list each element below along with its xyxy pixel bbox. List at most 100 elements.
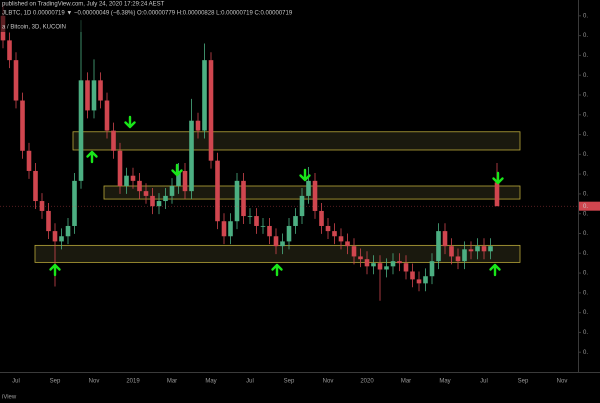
- x-tick-label: Sep: [518, 379, 529, 385]
- candle-body: [221, 221, 227, 237]
- x-tick-label: Nov: [323, 379, 334, 385]
- x-tick-label: May: [439, 379, 450, 385]
- quote-text: JLBTC, 1D 0.00000719 ▼ −0.00000049 (−6.3…: [2, 11, 293, 17]
- y-tick-label: 0.: [583, 93, 588, 99]
- candle-body: [267, 225, 272, 237]
- candle-body: [371, 263, 376, 267]
- y-tick-label: 0.: [583, 152, 588, 158]
- y-tick-label: 0.: [583, 73, 588, 79]
- candle-body: [7, 40, 12, 61]
- last-price-label: 0.: [583, 204, 588, 210]
- candle-body: [286, 225, 292, 242]
- candle-body: [488, 246, 493, 252]
- candle-body: [195, 120, 201, 131]
- candle-body: [26, 150, 32, 171]
- zone: [103, 185, 521, 200]
- candle-body: [436, 231, 441, 262]
- y-tick-label: 0.: [583, 330, 588, 336]
- arrow: [124, 115, 136, 129]
- y-tick-label: 0.: [583, 33, 588, 39]
- candle-body: [442, 231, 448, 247]
- symbol-text: a / Bitcoin, 3D, KUCOIN: [2, 25, 66, 31]
- candle-body: [241, 180, 246, 217]
- x-tick-label: May: [205, 379, 216, 385]
- candle-body: [111, 130, 116, 151]
- y-tick-label: 0.: [583, 231, 588, 237]
- candle-body: [377, 263, 383, 270]
- candle-body: [156, 201, 162, 207]
- candles: [0, 3, 500, 301]
- candle-body: [280, 241, 285, 247]
- candle-body: [189, 120, 194, 192]
- x-tick-label: 2019: [126, 379, 140, 385]
- arrows: [49, 115, 504, 277]
- candle-body: [117, 150, 123, 186]
- candle-body: [130, 175, 136, 181]
- candle-body: [137, 180, 142, 192]
- y-tick-label: 0.: [583, 191, 588, 197]
- last-price-box: [579, 201, 600, 211]
- candle-body: [143, 191, 149, 196]
- candle-body: [449, 246, 454, 257]
- candle-body: [260, 225, 266, 227]
- arrow: [492, 171, 504, 185]
- candle-body: [384, 266, 389, 270]
- candle-body: [169, 186, 175, 196]
- candle-body: [20, 100, 25, 151]
- y-tick-label: 0.: [583, 290, 588, 296]
- candle-body: [397, 261, 402, 264]
- candle-body: [416, 279, 422, 284]
- candle-body: [46, 210, 51, 232]
- x-tick-label: Nov: [557, 379, 568, 385]
- candle-body: [59, 236, 64, 242]
- candle-body: [72, 180, 77, 226]
- candle-body: [247, 216, 253, 217]
- candle-body: [13, 60, 19, 101]
- arrow: [271, 263, 283, 277]
- arrow: [86, 150, 98, 164]
- x-tick-label: Mar: [401, 379, 411, 385]
- candle-body: [410, 271, 415, 280]
- candle-body: [124, 175, 129, 186]
- y-tick-label: 0.: [583, 13, 588, 19]
- y-tick-label: 0.: [583, 132, 588, 138]
- candle-body: [494, 182, 500, 207]
- candle-body: [462, 249, 467, 262]
- candle-body: [163, 195, 168, 202]
- y-tick-label: 0.: [583, 251, 588, 257]
- candle-body: [481, 246, 487, 252]
- candle-body: [475, 246, 480, 252]
- candle-body: [91, 80, 97, 111]
- candle-body: [351, 246, 357, 257]
- published-text: published on TradingView.com, July 24, 2…: [2, 2, 165, 8]
- candle-body: [429, 261, 435, 277]
- candle-body: [358, 256, 363, 260]
- candle-body: [176, 170, 181, 186]
- candle-body: [468, 249, 474, 252]
- arrow: [49, 263, 61, 277]
- x-tick-label: Nov: [89, 379, 100, 385]
- x-tick-label: Sep: [50, 379, 61, 385]
- candle-body: [299, 195, 305, 217]
- candle-body: [423, 276, 428, 284]
- candle-body: [150, 195, 155, 207]
- candle-body: [293, 216, 298, 226]
- zones: [34, 131, 521, 263]
- header-backdrop: [0, 0, 300, 32]
- candle-body: [234, 180, 240, 222]
- x-tick-label: Sep: [284, 379, 295, 385]
- y-tick-label: 0.: [583, 350, 588, 356]
- candle-body: [65, 225, 71, 237]
- y-tick-label: 0.: [583, 271, 588, 277]
- footer-text: iView: [2, 395, 17, 401]
- candle-body: [403, 263, 409, 272]
- y-tick-label: 0.: [583, 310, 588, 316]
- candle-body: [325, 225, 331, 232]
- candle-body: [228, 221, 233, 237]
- candle-body: [182, 170, 188, 192]
- x-tick-label: Jul: [480, 379, 488, 385]
- candle-body: [364, 259, 370, 267]
- axes: 0.0.0.0.0.0.0.0.0.0.0.0.0.0.0.0.0.0.Jul S…: [0, 13, 600, 385]
- x-tick-label: Jul: [246, 379, 254, 385]
